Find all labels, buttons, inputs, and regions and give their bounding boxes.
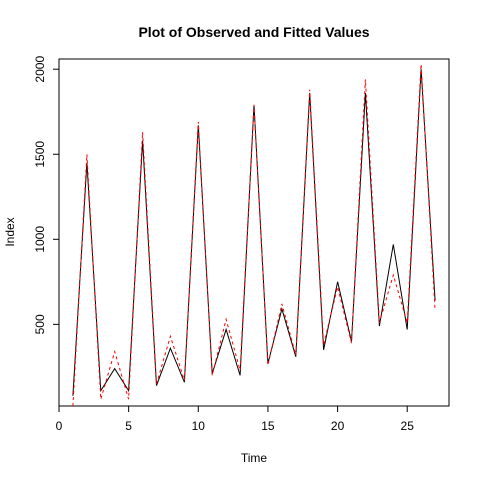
x-tick-label: 10 (192, 419, 206, 433)
x-tick-label: 15 (261, 419, 275, 433)
y-axis: 500 1000 1500 2000 (33, 56, 60, 334)
series-layer (72, 64, 436, 407)
x-axis: 0 5 10 15 20 25 (56, 405, 415, 433)
fitted-series-line (72, 64, 436, 407)
x-tick-label: 25 (401, 419, 415, 433)
x-tick-label: 20 (331, 419, 345, 433)
y-tick-label: 2000 (33, 56, 47, 83)
y-tick-label: 1500 (33, 141, 47, 168)
x-axis-label: Time (241, 451, 268, 465)
chart-title: Plot of Observed and Fitted Values (138, 24, 369, 40)
y-tick-label: 1000 (33, 226, 47, 253)
y-tick-label: 500 (33, 314, 47, 334)
x-tick-label: 0 (56, 419, 63, 433)
x-tick-label: 5 (125, 419, 132, 433)
y-axis-label: Index (3, 217, 17, 246)
